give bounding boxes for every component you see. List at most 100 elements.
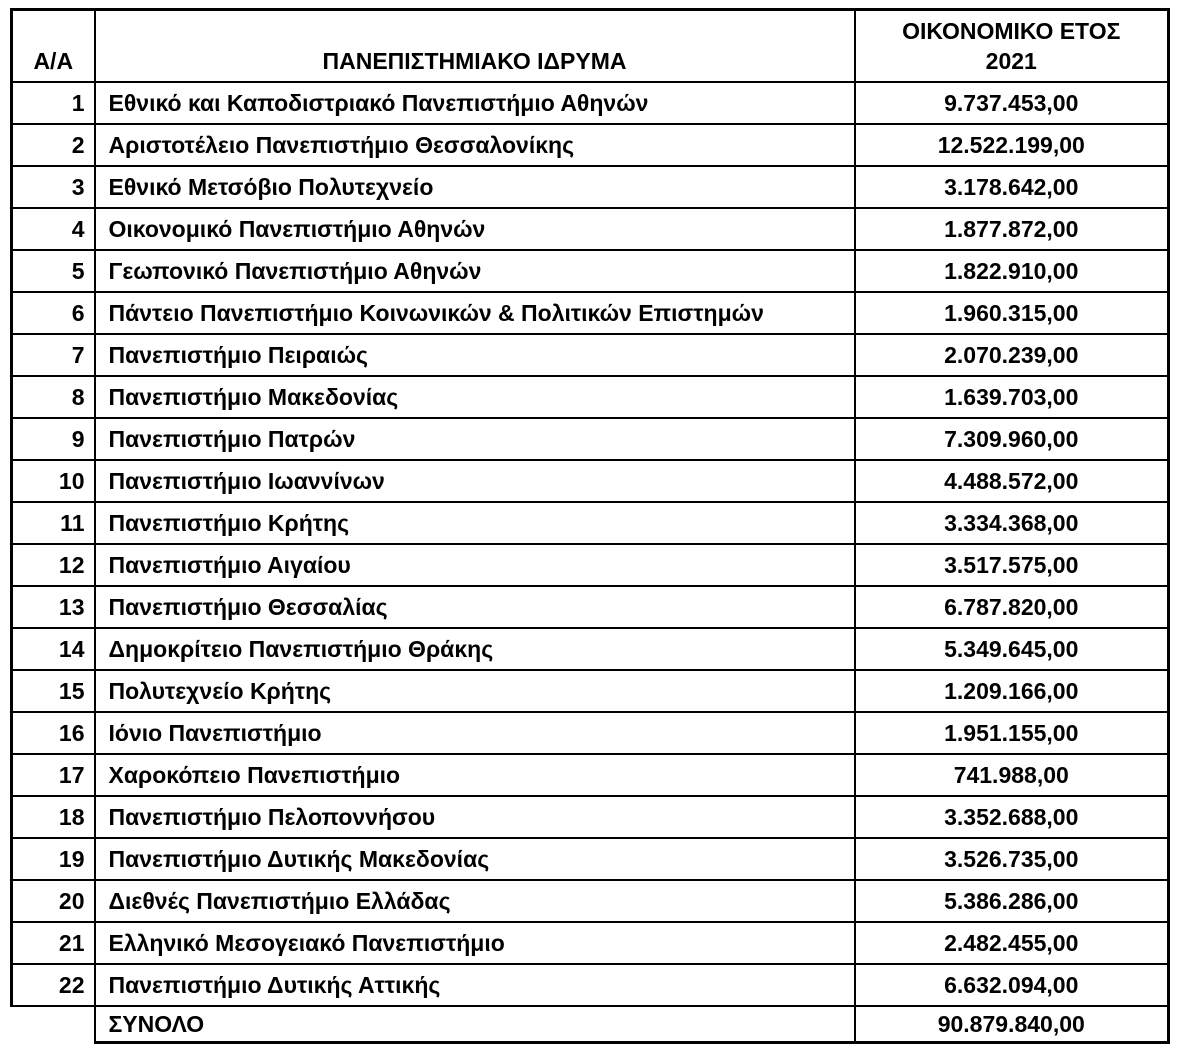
row-index-cell: 7 (10, 333, 96, 377)
table-row: 19 Πανεπιστήμιο Δυτικής Μακεδονίας 3.526… (10, 837, 1170, 881)
row-index-cell: 1 (10, 81, 96, 125)
institution-cell: Διεθνές Πανεπιστήμιο Ελλάδας (93, 879, 856, 923)
institution-cell: Πανεπιστήμιο Δυτικής Αττικής (93, 963, 856, 1007)
table-row: 22 Πανεπιστήμιο Δυτικής Αττικής 6.632.09… (10, 963, 1170, 1007)
institution-cell: Πανεπιστήμιο Αιγαίου (93, 543, 856, 587)
amount-cell: 1.822.910,00 (853, 249, 1170, 293)
table-row: 4 Οικονομικό Πανεπιστήμιο Αθηνών 1.877.8… (10, 207, 1170, 251)
table-row: 18 Πανεπιστήμιο Πελοποννήσου 3.352.688,0… (10, 795, 1170, 839)
row-index-cell: 8 (10, 375, 96, 419)
table-header: Α/Α ΠΑΝΕΠΙΣΤΗΜΙΑΚΟ ΙΔΡΥΜΑ ΟΙΚΟΝΟΜΙΚΟ ΕΤΟ… (10, 8, 1170, 83)
amount-cell: 1.877.872,00 (853, 207, 1170, 251)
total-empty-cell (11, 1006, 96, 1043)
institution-cell: Οικονομικό Πανεπιστήμιο Αθηνών (93, 207, 856, 251)
column-header-fiscal-year-2021: ΟΙΚΟΝΟΜΙΚΟ ΕΤΟΣ 2021 (853, 8, 1170, 83)
amount-cell: 1.209.166,00 (853, 669, 1170, 713)
table-row: 14 Δημοκρίτειο Πανεπιστήμιο Θράκης 5.349… (10, 627, 1170, 671)
row-index-cell: 13 (10, 585, 96, 629)
amount-cell: 5.349.645,00 (853, 627, 1170, 671)
table-footer: ΣΥΝΟΛΟ 90.879.840,00 (11, 1005, 1170, 1044)
row-index-cell: 15 (10, 669, 96, 713)
row-index-cell: 2 (10, 123, 96, 167)
institution-cell: Ιόνιο Πανεπιστήμιο (93, 711, 856, 755)
amount-cell: 741.988,00 (853, 753, 1170, 797)
table-row: 2 Αριστοτέλειο Πανεπιστήμιο Θεσσαλονίκης… (10, 123, 1170, 167)
institution-cell: Πολυτεχνείο Κρήτης (93, 669, 856, 713)
institution-cell: Δημοκρίτειο Πανεπιστήμιο Θράκης (93, 627, 856, 671)
row-index-cell: 14 (10, 627, 96, 671)
row-index-cell: 4 (10, 207, 96, 251)
amount-cell: 5.386.286,00 (853, 879, 1170, 923)
row-index-cell: 21 (10, 921, 96, 965)
institution-cell: Πανεπιστήμιο Μακεδονίας (93, 375, 856, 419)
amount-cell: 3.178.642,00 (853, 165, 1170, 209)
column-header-index: Α/Α (10, 8, 96, 83)
row-index-cell: 6 (10, 291, 96, 335)
institution-cell: Πανεπιστήμιο Θεσσαλίας (93, 585, 856, 629)
amount-cell: 7.309.960,00 (853, 417, 1170, 461)
amount-cell: 2.482.455,00 (853, 921, 1170, 965)
institution-cell: Εθνικό και Καποδιστριακό Πανεπιστήμιο Αθ… (93, 81, 856, 125)
amount-cell: 2.070.239,00 (853, 333, 1170, 377)
total-row: ΣΥΝΟΛΟ 90.879.840,00 (11, 1005, 1170, 1044)
amount-cell: 1.951.155,00 (853, 711, 1170, 755)
amount-cell: 3.334.368,00 (853, 501, 1170, 545)
table-row: 13 Πανεπιστήμιο Θεσσαλίας 6.787.820,00 (10, 585, 1170, 629)
table-row: 10 Πανεπιστήμιο Ιωαννίνων 4.488.572,00 (10, 459, 1170, 503)
row-index-cell: 5 (10, 249, 96, 293)
table-row: 3 Εθνικό Μετσόβιο Πολυτεχνείο 3.178.642,… (10, 165, 1170, 209)
row-index-cell: 18 (10, 795, 96, 839)
institution-cell: Εθνικό Μετσόβιο Πολυτεχνείο (93, 165, 856, 209)
row-index-cell: 19 (10, 837, 96, 881)
table-row: 11 Πανεπιστήμιο Κρήτης 3.334.368,00 (10, 501, 1170, 545)
row-index-cell: 20 (10, 879, 96, 923)
table-row: 8 Πανεπιστήμιο Μακεδονίας 1.639.703,00 (10, 375, 1170, 419)
amount-cell: 1.639.703,00 (853, 375, 1170, 419)
amount-cell: 1.960.315,00 (853, 291, 1170, 335)
amount-cell: 4.488.572,00 (853, 459, 1170, 503)
table-row: 1 Εθνικό και Καποδιστριακό Πανεπιστήμιο … (10, 81, 1170, 125)
amount-cell: 3.352.688,00 (853, 795, 1170, 839)
row-index-cell: 9 (10, 417, 96, 461)
university-funding-table: Α/Α ΠΑΝΕΠΙΣΤΗΜΙΑΚΟ ΙΔΡΥΜΑ ΟΙΚΟΝΟΜΙΚΟ ΕΤΟ… (10, 8, 1170, 1044)
row-index-cell: 22 (10, 963, 96, 1007)
row-index-cell: 3 (10, 165, 96, 209)
table-body: 1 Εθνικό και Καποδιστριακό Πανεπιστήμιο … (10, 81, 1170, 1007)
amount-cell: 3.526.735,00 (853, 837, 1170, 881)
institution-cell: Πανεπιστήμιο Πελοποννήσου (93, 795, 856, 839)
table-row: 12 Πανεπιστήμιο Αιγαίου 3.517.575,00 (10, 543, 1170, 587)
institution-cell: Πανεπιστήμιο Πειραιώς (93, 333, 856, 377)
total-label-cell: ΣΥΝΟΛΟ (93, 1005, 856, 1044)
amount-cell: 12.522.199,00 (853, 123, 1170, 167)
institution-cell: Πανεπιστήμιο Πατρών (93, 417, 856, 461)
table-row: 20 Διεθνές Πανεπιστήμιο Ελλάδας 5.386.28… (10, 879, 1170, 923)
institution-cell: Χαροκόπειο Πανεπιστήμιο (93, 753, 856, 797)
table-row: 6 Πάντειο Πανεπιστήμιο Κοινωνικών & Πολι… (10, 291, 1170, 335)
row-index-cell: 11 (10, 501, 96, 545)
header-row: Α/Α ΠΑΝΕΠΙΣΤΗΜΙΑΚΟ ΙΔΡΥΜΑ ΟΙΚΟΝΟΜΙΚΟ ΕΤΟ… (10, 8, 1170, 83)
institution-cell: Γεωπονικό Πανεπιστήμιο Αθηνών (93, 249, 856, 293)
amount-cell: 9.737.453,00 (853, 81, 1170, 125)
institution-cell: Αριστοτέλειο Πανεπιστήμιο Θεσσαλονίκης (93, 123, 856, 167)
row-index-cell: 10 (10, 459, 96, 503)
table-row: 9 Πανεπιστήμιο Πατρών 7.309.960,00 (10, 417, 1170, 461)
institution-cell: Ελληνικό Μεσογειακό Πανεπιστήμιο (93, 921, 856, 965)
table-row: 16 Ιόνιο Πανεπιστήμιο 1.951.155,00 (10, 711, 1170, 755)
amount-cell: 3.517.575,00 (853, 543, 1170, 587)
table-row: 5 Γεωπονικό Πανεπιστήμιο Αθηνών 1.822.91… (10, 249, 1170, 293)
institution-cell: Πανεπιστήμιο Ιωαννίνων (93, 459, 856, 503)
amount-cell: 6.632.094,00 (853, 963, 1170, 1007)
institution-cell: Πανεπιστήμιο Κρήτης (93, 501, 856, 545)
total-amount-cell: 90.879.840,00 (853, 1005, 1170, 1044)
row-index-cell: 16 (10, 711, 96, 755)
table-row: 15 Πολυτεχνείο Κρήτης 1.209.166,00 (10, 669, 1170, 713)
table-row: 7 Πανεπιστήμιο Πειραιώς 2.070.239,00 (10, 333, 1170, 377)
row-index-cell: 12 (10, 543, 96, 587)
table-row: 21 Ελληνικό Μεσογειακό Πανεπιστήμιο 2.48… (10, 921, 1170, 965)
institution-cell: Πάντειο Πανεπιστήμιο Κοινωνικών & Πολιτι… (93, 291, 856, 335)
institution-cell: Πανεπιστήμιο Δυτικής Μακεδονίας (93, 837, 856, 881)
row-index-cell: 17 (10, 753, 96, 797)
amount-cell: 6.787.820,00 (853, 585, 1170, 629)
column-header-institution: ΠΑΝΕΠΙΣΤΗΜΙΑΚΟ ΙΔΡΥΜΑ (93, 8, 856, 83)
table-row: 17 Χαροκόπειο Πανεπιστήμιο 741.988,00 (10, 753, 1170, 797)
